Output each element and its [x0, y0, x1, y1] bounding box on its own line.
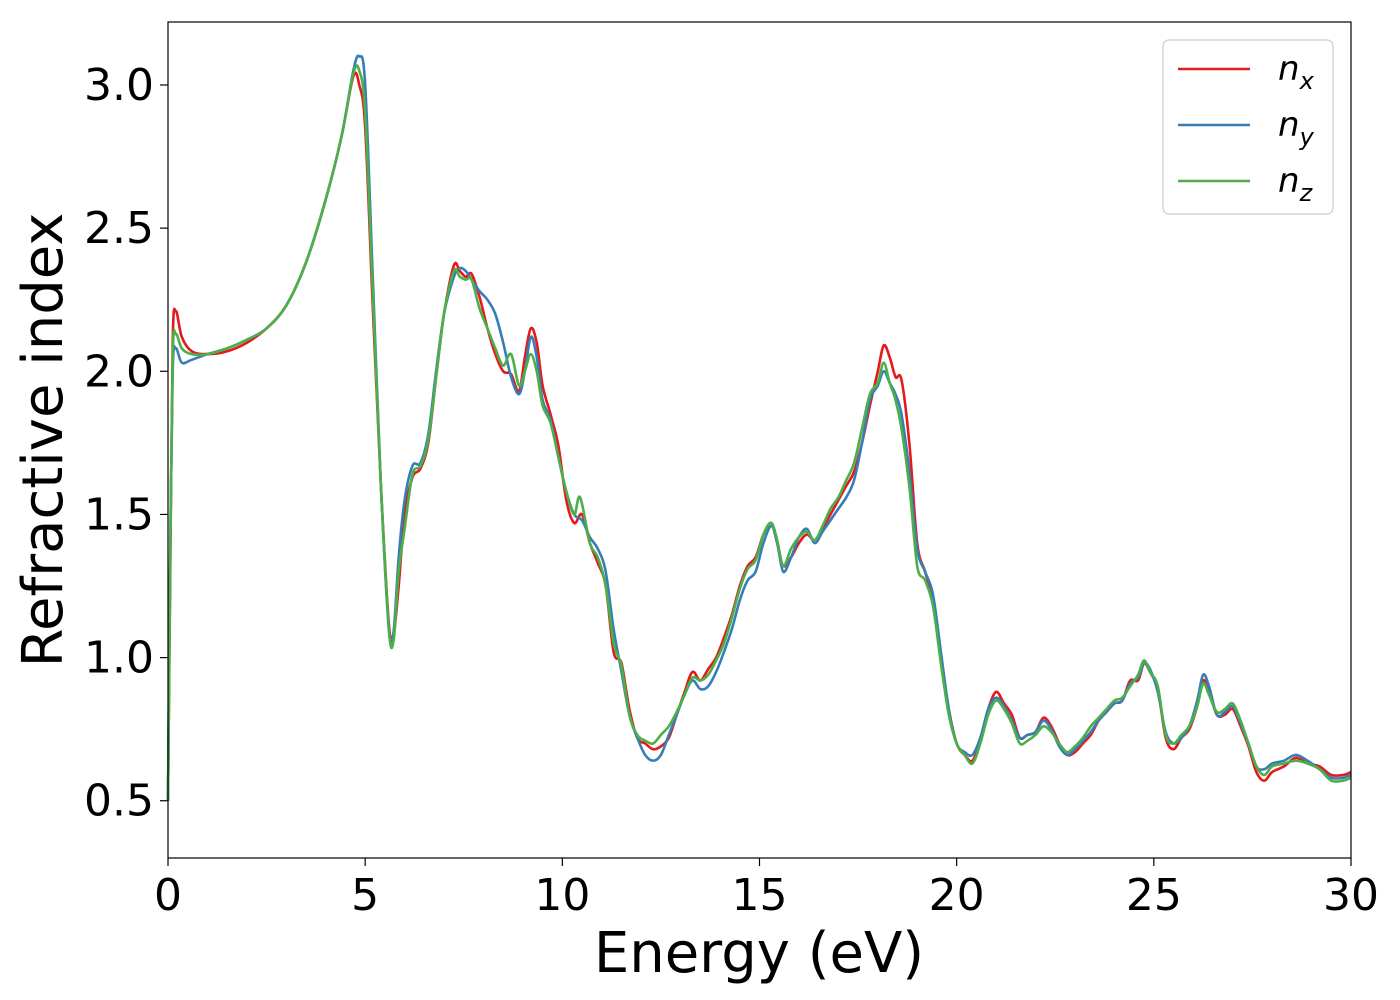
legend-label-n-x: nx: [1278, 49, 1315, 95]
series-line-n-z: [166, 64, 1352, 801]
legend-label-n-z: nz: [1278, 161, 1314, 207]
x-tick-label: 10: [534, 870, 590, 921]
x-axis-ticks: 0 5 10 15 20 25 30: [154, 858, 1379, 921]
x-tick-label: 15: [732, 870, 788, 921]
plot-lines: [166, 54, 1352, 801]
y-tick-label: 3.0: [84, 60, 154, 111]
y-tick-label: 2.5: [84, 203, 154, 254]
legend-label-n-y: ny: [1278, 105, 1315, 151]
legend: nx ny nz: [1162, 39, 1334, 215]
y-axis-ticks: 0.5 1.0 1.5 2.0 2.5 3.0: [84, 60, 168, 827]
x-axis-label: Energy (eV): [594, 921, 924, 986]
legend-box: [1162, 39, 1334, 215]
y-tick-label: 1.0: [84, 633, 154, 684]
x-tick-label: 25: [1126, 870, 1182, 921]
x-tick-label: 30: [1323, 870, 1379, 921]
x-tick-label: 5: [351, 870, 379, 921]
y-tick-label: 1.5: [84, 489, 154, 540]
y-tick-label: 2.0: [84, 346, 154, 397]
x-tick-label: 0: [154, 870, 182, 921]
x-tick-label: 20: [929, 870, 985, 921]
y-tick-label: 0.5: [84, 776, 154, 827]
y-axis-label: Refractive index: [11, 213, 76, 668]
